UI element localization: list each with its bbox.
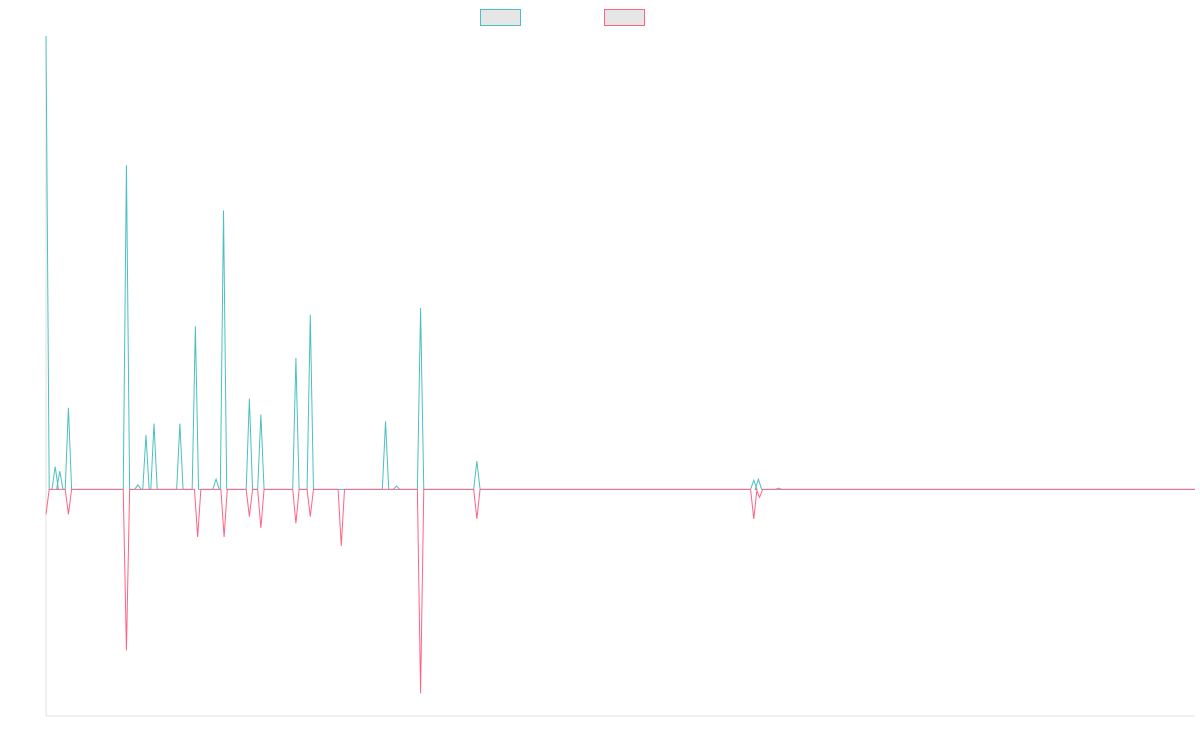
series-1-line — [45, 35, 1195, 490]
series-layer — [45, 35, 1195, 694]
series-2-line — [45, 488, 1195, 694]
chart-legend — [480, 9, 645, 26]
chart-axes — [45, 36, 1195, 717]
legend-swatch-series-2[interactable] — [604, 9, 645, 26]
legend-swatch-series-1[interactable] — [480, 9, 521, 26]
